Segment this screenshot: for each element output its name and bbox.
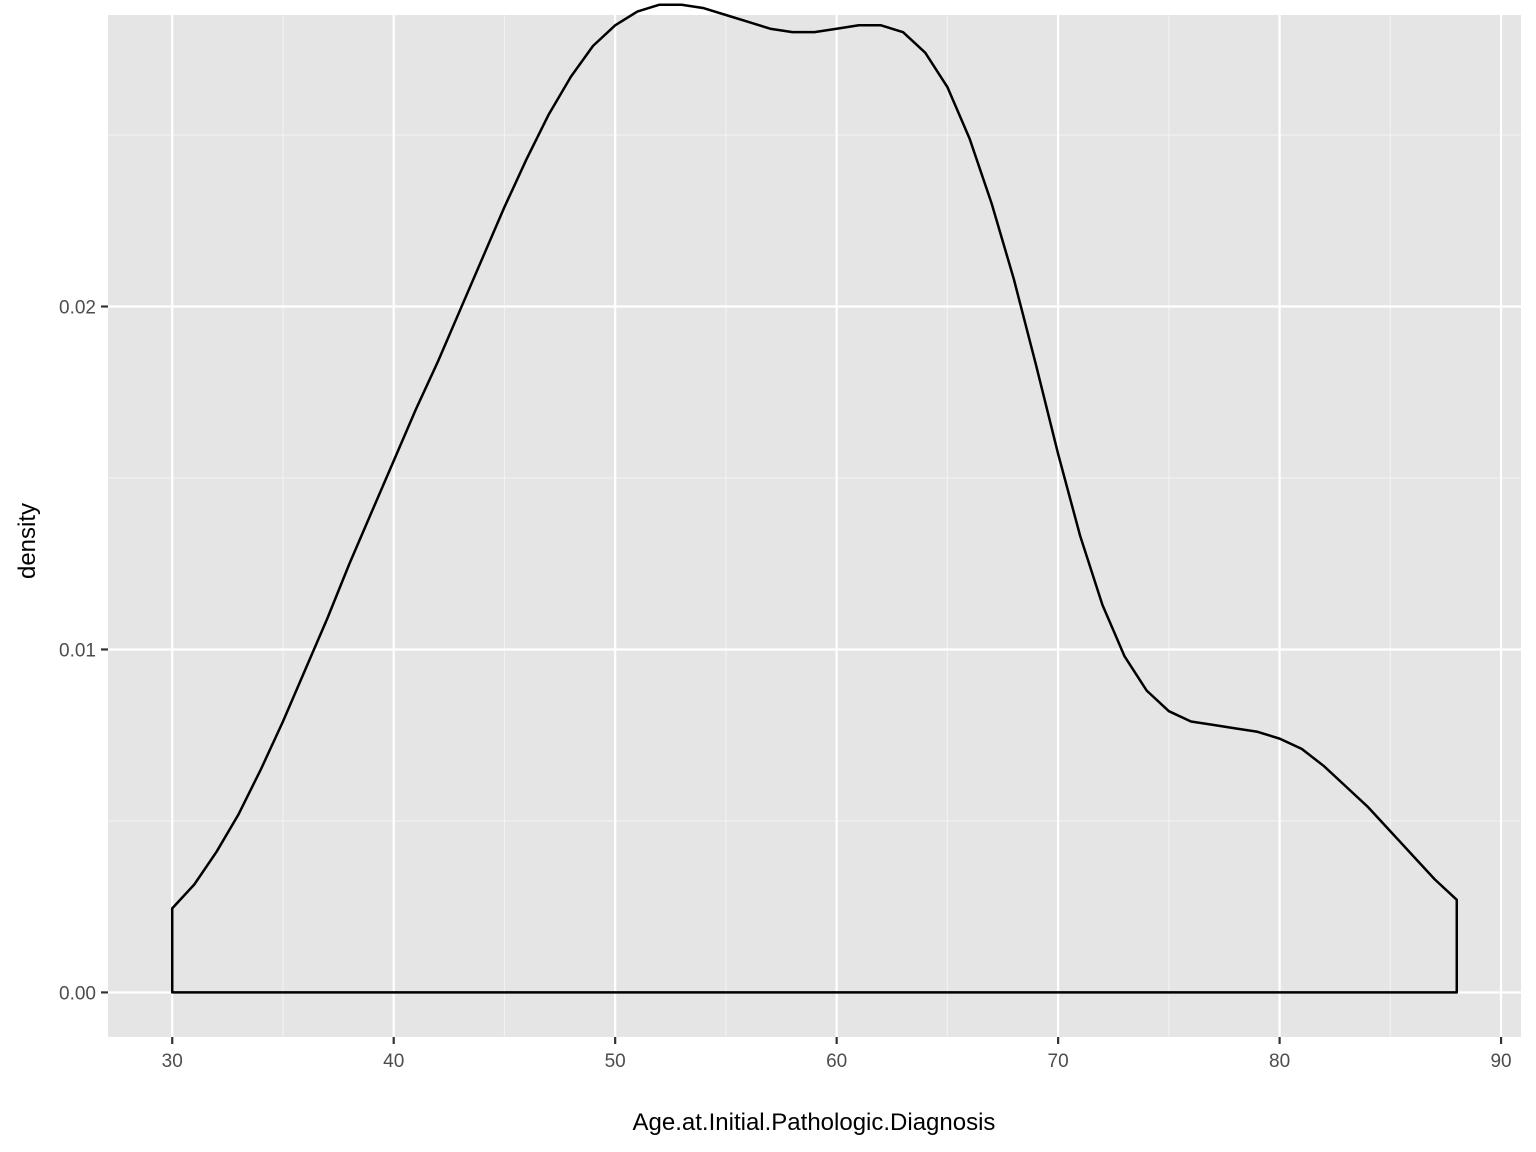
plot-panel (108, 15, 1521, 1037)
density-curve (170, 3, 1459, 994)
x-tick-label: 30 (162, 1051, 183, 1072)
x-axis-title: Age.at.Initial.Pathologic.Diagnosis (633, 1109, 996, 1136)
y-tick-label: 0.01 (59, 640, 96, 661)
x-tick-label: 60 (826, 1051, 847, 1072)
x-axis: 30 40 50 60 70 80 90 (162, 1037, 1512, 1072)
density-series (170, 3, 1459, 994)
y-axis-title: density (14, 503, 41, 579)
y-axis: 0.00 0.01 0.02 (59, 298, 108, 1004)
x-tick-label: 40 (383, 1051, 404, 1072)
x-tick-label: 80 (1269, 1051, 1290, 1072)
y-tick-label: 0.00 (59, 983, 96, 1004)
y-tick-label: 0.02 (59, 298, 96, 319)
x-tick-label: 90 (1490, 1051, 1511, 1072)
minor-gridlines (108, 15, 1521, 1037)
x-tick-label: 50 (605, 1051, 626, 1072)
x-tick-label: 70 (1048, 1051, 1069, 1072)
